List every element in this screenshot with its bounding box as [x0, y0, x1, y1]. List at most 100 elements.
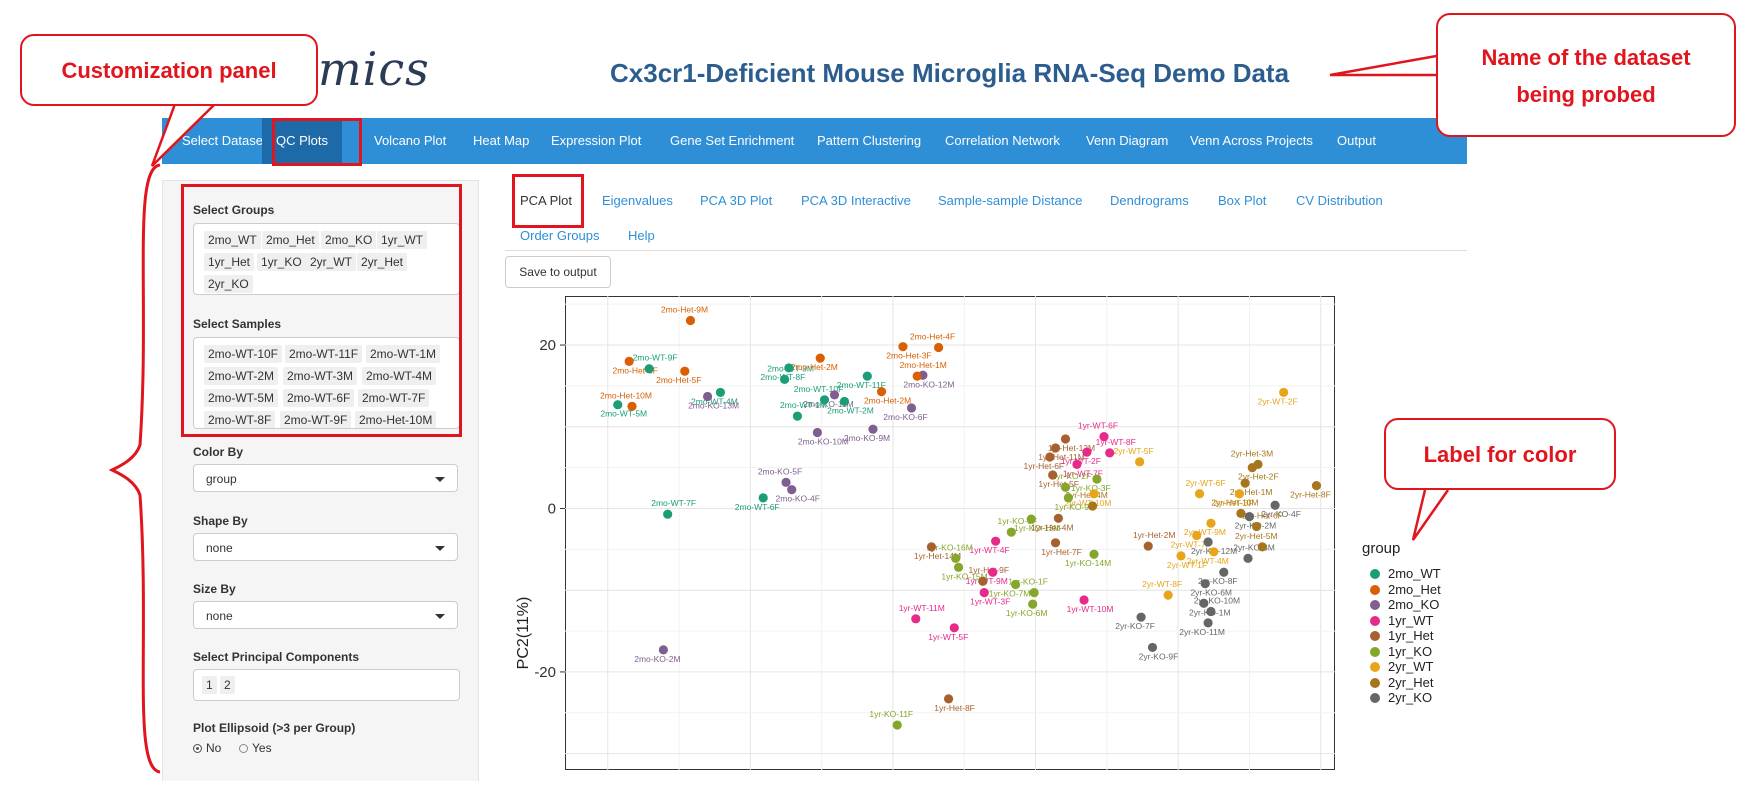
data-point[interactable] [680, 366, 690, 376]
sample-tag[interactable]: 2mo-WT-5M [204, 389, 278, 407]
data-point[interactable] [1244, 512, 1255, 522]
data-point[interactable] [1092, 474, 1102, 484]
data-point[interactable] [758, 493, 768, 503]
nav-correlation-network[interactable]: Correlation Network [945, 133, 1060, 148]
data-point[interactable] [1045, 452, 1055, 462]
data-point[interactable] [781, 477, 791, 487]
data-point[interactable] [1219, 567, 1229, 577]
data-point[interactable] [988, 567, 998, 577]
data-point[interactable] [926, 542, 937, 552]
data-point[interactable] [1143, 541, 1153, 551]
tab-help[interactable]: Help [628, 228, 655, 243]
tab-pca-3d-interactive[interactable]: PCA 3D Interactive [801, 193, 911, 208]
data-point[interactable] [685, 315, 696, 326]
data-point[interactable] [1234, 489, 1245, 499]
pc-tag[interactable]: 1 [202, 676, 217, 694]
data-point[interactable] [839, 396, 850, 407]
data-point[interactable] [644, 364, 654, 374]
data-point[interactable] [912, 371, 922, 381]
nav-select-dataset[interactable]: Select Dataset [182, 133, 267, 148]
data-point[interactable] [1279, 387, 1289, 398]
nav-volcano-plot[interactable]: Volcano Plot [374, 133, 447, 148]
data-point[interactable] [1048, 470, 1058, 480]
group-tag[interactable]: 2yr_Het [357, 253, 408, 271]
data-point[interactable] [1053, 513, 1063, 523]
data-point[interactable] [949, 623, 959, 633]
nav-venn-diagram[interactable]: Venn Diagram [1086, 133, 1169, 148]
nav-pattern-clustering[interactable]: Pattern Clustering [817, 133, 922, 148]
data-point[interactable] [812, 427, 822, 438]
group-tag[interactable]: 1yr_Het [204, 253, 255, 271]
data-point[interactable] [613, 400, 623, 410]
data-point[interactable] [1240, 478, 1250, 488]
tab-dendrograms[interactable]: Dendrograms [1110, 193, 1189, 208]
data-point[interactable] [892, 720, 902, 730]
pc-tag[interactable]: 2 [220, 676, 235, 694]
data-point[interactable] [1028, 599, 1038, 609]
tab-cv-distribution[interactable]: CV Distribution [1296, 193, 1383, 208]
data-point[interactable] [1087, 501, 1098, 511]
nav-expression-plot[interactable]: Expression Plot [551, 133, 642, 148]
data-point[interactable] [991, 536, 1001, 546]
groups-select[interactable]: 2mo_WT 2mo_Het 2mo_KO 1yr_WT 1yr_Het 1yr… [193, 223, 460, 295]
data-point[interactable] [1203, 537, 1213, 547]
nav-heat-map[interactable]: Heat Map [473, 133, 530, 148]
data-point[interactable] [1194, 489, 1205, 499]
sample-tag[interactable]: 2mo-WT-1M [366, 345, 440, 363]
data-point[interactable] [1236, 508, 1246, 518]
ellipsoid-yes-radio[interactable]: Yes [239, 741, 272, 755]
data-point[interactable] [1251, 521, 1262, 532]
tab-pca-plot[interactable]: PCA Plot [520, 193, 573, 208]
tab-eigenvalues[interactable]: Eigenvalues [602, 193, 673, 208]
sample-tag[interactable]: 2mo-WT-10F [204, 345, 283, 363]
data-point[interactable] [1105, 448, 1115, 458]
data-point[interactable] [933, 342, 944, 353]
data-point[interactable] [815, 353, 825, 363]
nav-gene-set-enrichment[interactable]: Gene Set Enrichment [670, 133, 795, 148]
data-point[interactable] [951, 553, 961, 563]
data-point[interactable] [1099, 431, 1109, 442]
data-point[interactable] [1203, 618, 1213, 628]
data-point[interactable] [911, 614, 921, 624]
color-by-select[interactable]: group [193, 464, 458, 492]
data-point[interactable] [1147, 642, 1158, 653]
group-tag[interactable]: 2mo_WT [204, 231, 261, 249]
sample-tag[interactable]: 2mo-WT-8F [204, 411, 276, 428]
data-point[interactable] [1060, 482, 1071, 492]
sample-tag[interactable]: 2mo-Het-10M [355, 411, 437, 428]
shape-by-select[interactable]: none [193, 533, 458, 561]
data-point[interactable] [1253, 459, 1263, 469]
data-point[interactable] [819, 395, 830, 405]
data-point[interactable] [1060, 434, 1071, 444]
data-point[interactable] [862, 371, 872, 381]
group-tag[interactable]: 2yr_WT [306, 253, 356, 271]
data-point[interactable] [829, 390, 840, 400]
tab-order-groups[interactable]: Order Groups [520, 228, 600, 243]
data-point[interactable] [1079, 595, 1089, 605]
data-point[interactable] [1270, 500, 1280, 510]
data-point[interactable] [906, 403, 917, 413]
data-point[interactable] [1257, 542, 1267, 552]
data-point[interactable] [627, 401, 637, 411]
data-point[interactable] [1243, 553, 1253, 563]
data-point[interactable] [1089, 549, 1099, 559]
nav-qc-plots[interactable]: QC Plots [262, 118, 343, 164]
data-point[interactable] [715, 387, 726, 398]
pc-select[interactable]: 1 2 [193, 669, 460, 701]
ellipsoid-no-radio[interactable]: No [193, 741, 221, 755]
data-point[interactable] [978, 576, 988, 586]
data-point[interactable] [779, 374, 790, 384]
data-point[interactable] [868, 424, 878, 434]
data-point[interactable] [1200, 579, 1210, 589]
data-point[interactable] [1082, 447, 1092, 457]
sample-tag[interactable]: 2mo-WT-9F [280, 411, 352, 428]
data-point[interactable] [792, 411, 803, 421]
nav-venn-across-projects[interactable]: Venn Across Projects [1190, 133, 1313, 148]
group-tag[interactable]: 2mo_KO [321, 231, 377, 249]
sample-tag[interactable]: 2mo-WT-3M [283, 367, 357, 385]
tab-box-plot[interactable]: Box Plot [1218, 193, 1267, 208]
data-point[interactable] [1050, 443, 1061, 453]
data-point[interactable] [1206, 518, 1216, 528]
data-point[interactable] [898, 342, 908, 352]
data-point[interactable] [876, 387, 887, 397]
